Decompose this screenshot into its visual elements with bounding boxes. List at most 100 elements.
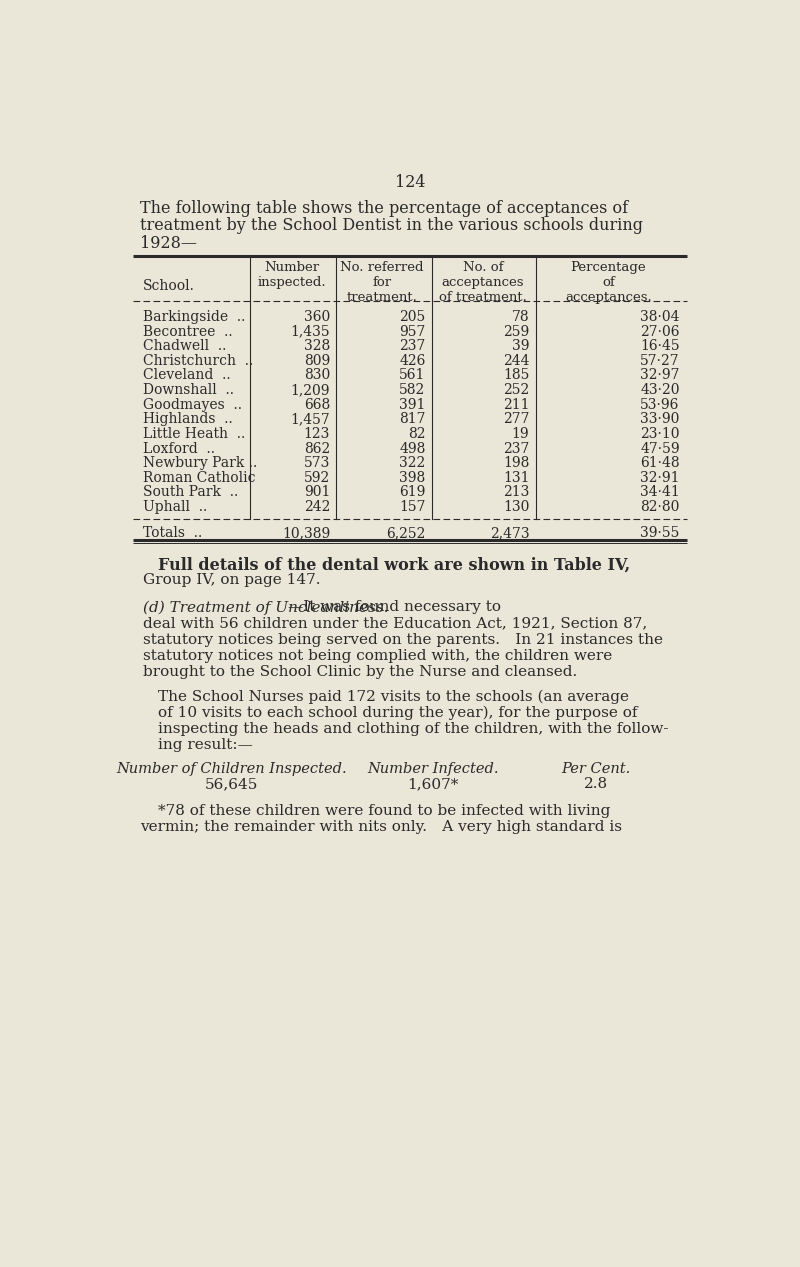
Text: Number of Children Inspected.: Number of Children Inspected. <box>117 761 347 775</box>
Text: 32·91: 32·91 <box>640 471 680 485</box>
Text: 213: 213 <box>503 485 530 499</box>
Text: Becontree  ..: Becontree .. <box>142 324 232 338</box>
Text: 130: 130 <box>503 500 530 514</box>
Text: 2.8: 2.8 <box>584 777 608 792</box>
Text: 205: 205 <box>399 310 426 324</box>
Text: statutory notices being served on the parents. In 21 instances the: statutory notices being served on the pa… <box>142 632 662 646</box>
Text: brought to the School Clinic by the Nurse and cleansed.: brought to the School Clinic by the Nurs… <box>142 665 577 679</box>
Text: 211: 211 <box>503 398 530 412</box>
Text: Cleveland  ..: Cleveland .. <box>142 369 230 383</box>
Text: Group IV, on page 147.: Group IV, on page 147. <box>142 573 320 587</box>
Text: 573: 573 <box>304 456 330 470</box>
Text: 582: 582 <box>399 383 426 397</box>
Text: Newbury Park ..: Newbury Park .. <box>142 456 257 470</box>
Text: 1928—: 1928— <box>140 236 198 252</box>
Text: 237: 237 <box>399 340 426 353</box>
Text: 322: 322 <box>399 456 426 470</box>
Text: Downshall  ..: Downshall .. <box>142 383 234 397</box>
Text: —It was found necessary to: —It was found necessary to <box>288 601 501 614</box>
Text: 27·06: 27·06 <box>640 324 680 338</box>
Text: Number
inspected.: Number inspected. <box>258 261 326 289</box>
Text: 957: 957 <box>399 324 426 338</box>
Text: 185: 185 <box>503 369 530 383</box>
Text: 901: 901 <box>304 485 330 499</box>
Text: 1,435: 1,435 <box>290 324 330 338</box>
Text: 57·27: 57·27 <box>640 353 680 367</box>
Text: 398: 398 <box>399 471 426 485</box>
Text: Percentage
of
acceptances.: Percentage of acceptances. <box>565 261 652 304</box>
Text: vermin; the remainder with nits only. A very high standard is: vermin; the remainder with nits only. A … <box>140 821 622 835</box>
Text: 53·96: 53·96 <box>640 398 680 412</box>
Text: *78 of these children were found to be infected with living: *78 of these children were found to be i… <box>158 805 610 818</box>
Text: 619: 619 <box>399 485 426 499</box>
Text: 592: 592 <box>304 471 330 485</box>
Text: 391: 391 <box>399 398 426 412</box>
Text: Highlands  ..: Highlands .. <box>142 412 232 426</box>
Text: 244: 244 <box>503 353 530 367</box>
Text: of 10 visits to each school during the year), for the purpose of: of 10 visits to each school during the y… <box>158 706 638 720</box>
Text: 668: 668 <box>304 398 330 412</box>
Text: 242: 242 <box>304 500 330 514</box>
Text: 198: 198 <box>503 456 530 470</box>
Text: deal with 56 children under the Education Act, 1921, Section 87,: deal with 56 children under the Educatio… <box>142 616 647 631</box>
Text: 237: 237 <box>503 442 530 456</box>
Text: 23·10: 23·10 <box>640 427 680 441</box>
Text: 39: 39 <box>512 340 530 353</box>
Text: 328: 328 <box>304 340 330 353</box>
Text: statutory notices not being complied with, the children were: statutory notices not being complied wit… <box>142 649 612 663</box>
Text: 32·97: 32·97 <box>640 369 680 383</box>
Text: The following table shows the percentage of acceptances of: The following table shows the percentage… <box>140 200 629 217</box>
Text: 561: 561 <box>399 369 426 383</box>
Text: 426: 426 <box>399 353 426 367</box>
Text: 39·55: 39·55 <box>640 526 680 540</box>
Text: 862: 862 <box>304 442 330 456</box>
Text: 10,389: 10,389 <box>282 526 330 540</box>
Text: 38·04: 38·04 <box>640 310 680 324</box>
Text: 259: 259 <box>503 324 530 338</box>
Text: 157: 157 <box>399 500 426 514</box>
Text: 131: 131 <box>503 471 530 485</box>
Text: 19: 19 <box>512 427 530 441</box>
Text: No. referred
for
treatment.: No. referred for treatment. <box>340 261 424 304</box>
Text: ing result:—: ing result:— <box>158 737 253 753</box>
Text: 16·45: 16·45 <box>640 340 680 353</box>
Text: Little Heath  ..: Little Heath .. <box>142 427 245 441</box>
Text: 6,252: 6,252 <box>386 526 426 540</box>
Text: 277: 277 <box>503 412 530 426</box>
Text: The School Nurses paid 172 visits to the schools (an average: The School Nurses paid 172 visits to the… <box>158 689 629 704</box>
Text: 124: 124 <box>394 174 426 190</box>
Text: Full details of the dental work are shown in Table IV,: Full details of the dental work are show… <box>158 557 630 574</box>
Text: 1,607*: 1,607* <box>407 777 459 792</box>
Text: Barkingside  ..: Barkingside .. <box>142 310 245 324</box>
Text: inspecting the heads and clothing of the children, with the follow-: inspecting the heads and clothing of the… <box>158 722 669 736</box>
Text: Goodmayes  ..: Goodmayes .. <box>142 398 242 412</box>
Text: 830: 830 <box>304 369 330 383</box>
Text: 498: 498 <box>399 442 426 456</box>
Text: School.: School. <box>142 279 194 293</box>
Text: Totals  ..: Totals .. <box>142 526 202 540</box>
Text: 252: 252 <box>503 383 530 397</box>
Text: 78: 78 <box>512 310 530 324</box>
Text: 809: 809 <box>304 353 330 367</box>
Text: 43·20: 43·20 <box>640 383 680 397</box>
Text: 47·59: 47·59 <box>640 442 680 456</box>
Text: 2,473: 2,473 <box>490 526 530 540</box>
Text: 360: 360 <box>304 310 330 324</box>
Text: No. of
acceptances
of treatment.: No. of acceptances of treatment. <box>439 261 526 304</box>
Text: Chadwell  ..: Chadwell .. <box>142 340 226 353</box>
Text: South Park  ..: South Park .. <box>142 485 238 499</box>
Text: treatment by the School Dentist in the various schools during: treatment by the School Dentist in the v… <box>140 218 643 234</box>
Text: 817: 817 <box>399 412 426 426</box>
Text: Christchurch  ..: Christchurch .. <box>142 353 253 367</box>
Text: 123: 123 <box>304 427 330 441</box>
Text: (d) Treatment of Uncleanliness.: (d) Treatment of Uncleanliness. <box>142 601 388 614</box>
Text: 82·80: 82·80 <box>640 500 680 514</box>
Text: Roman Catholic: Roman Catholic <box>142 471 255 485</box>
Text: 56,645: 56,645 <box>205 777 258 792</box>
Text: Per Cent.: Per Cent. <box>562 761 630 775</box>
Text: Loxford  ..: Loxford .. <box>142 442 214 456</box>
Text: 1,209: 1,209 <box>290 383 330 397</box>
Text: Uphall  ..: Uphall .. <box>142 500 207 514</box>
Text: 61·48: 61·48 <box>640 456 680 470</box>
Text: Number Infected.: Number Infected. <box>367 761 499 775</box>
